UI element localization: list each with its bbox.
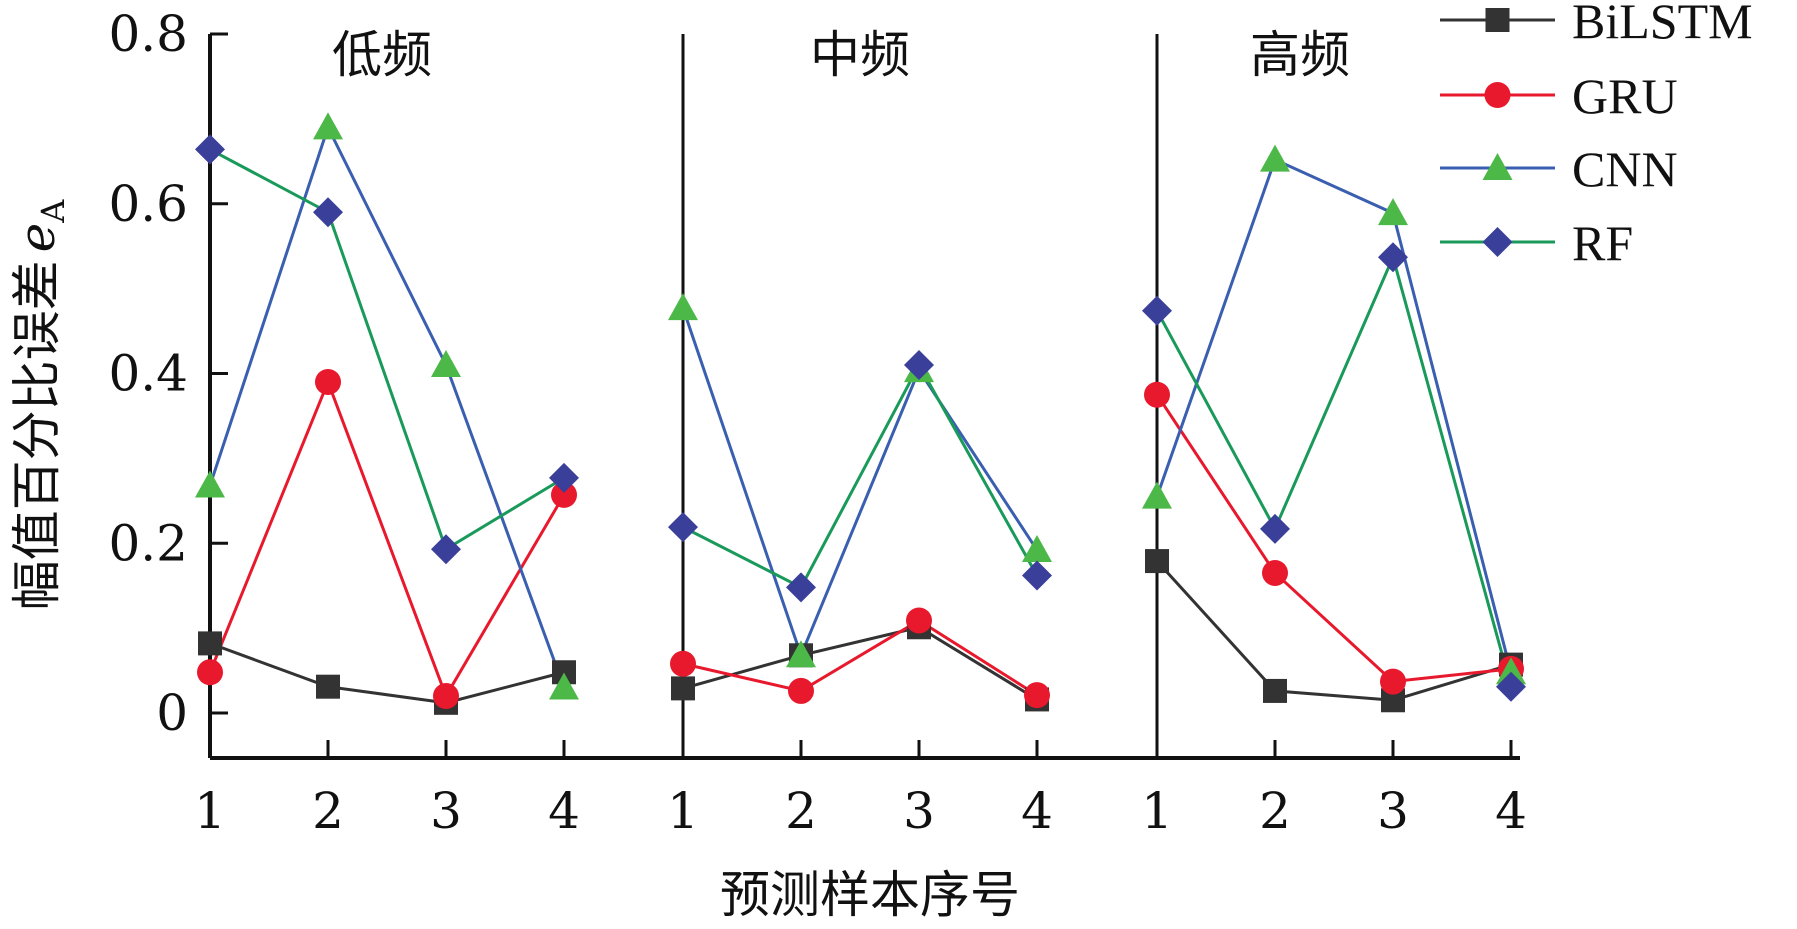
x-tick-label: 3 <box>1377 782 1409 840</box>
series-line-cnn <box>681 307 1039 660</box>
legend-marker-rf <box>1482 227 1513 257</box>
legend-label-bilstm: BiLSTM <box>1572 0 1753 49</box>
data-point-gru <box>551 481 577 508</box>
data-point-cnn <box>668 293 698 321</box>
y-tick-label: 0.8 <box>108 5 188 63</box>
data-point-cnn <box>786 640 816 668</box>
x-tick-label: 3 <box>903 782 935 840</box>
data-point-rf <box>313 197 343 228</box>
x-tick-label: 2 <box>1259 782 1291 840</box>
y-tick-label: 0.4 <box>108 345 188 403</box>
legend-label-rf: RF <box>1572 215 1633 271</box>
series-lines <box>208 123 1513 705</box>
series-line-gru <box>1155 393 1512 684</box>
data-point-gru <box>433 683 459 710</box>
legend-marker-bilstm <box>1485 8 1510 32</box>
data-point-bilstm <box>198 631 222 656</box>
data-point-cnn <box>549 672 579 700</box>
y-axis-title: 幅值百分比误差eA <box>8 199 72 611</box>
data-point-cnn <box>1142 481 1172 509</box>
data-point-cnn <box>313 112 343 140</box>
data-point-rf <box>904 350 934 381</box>
series-line-bilstm <box>1155 560 1512 702</box>
legend-marker-gru <box>1484 82 1511 108</box>
data-point-gru <box>1380 668 1406 695</box>
legend-label-cnn: CNN <box>1572 141 1678 197</box>
data-point-rf <box>431 534 461 565</box>
data-point-gru <box>788 677 814 704</box>
series-line-rf <box>209 148 565 552</box>
data-point-rf <box>1260 513 1290 544</box>
x-tick-label: 2 <box>312 782 344 840</box>
x-tick-label: 1 <box>1141 782 1173 840</box>
data-point-cnn <box>1260 144 1290 172</box>
data-point-gru <box>1262 559 1288 586</box>
data-point-cnn <box>431 350 461 378</box>
data-point-bilstm <box>671 676 695 701</box>
x-tick-label: 3 <box>430 782 462 840</box>
series-line-gru <box>682 618 1038 697</box>
data-point-rf <box>1378 242 1408 273</box>
series-line-cnn <box>208 123 566 689</box>
data-point-gru <box>315 368 341 395</box>
series-line-cnn <box>1155 157 1513 673</box>
data-point-cnn <box>1378 198 1408 226</box>
data-point-cnn <box>1496 657 1526 685</box>
series-line-gru <box>208 377 566 700</box>
series-line-bilstm <box>682 625 1038 701</box>
data-point-rf <box>1142 295 1172 326</box>
x-tick-label: 1 <box>667 782 699 840</box>
data-point-gru <box>906 607 932 634</box>
data-point-rf <box>668 512 698 543</box>
data-point-bilstm <box>316 674 340 699</box>
data-point-rf <box>786 572 816 603</box>
legend-marker-cnn <box>1482 153 1513 180</box>
y-tick-label: 0 <box>156 684 188 742</box>
x-tick-label: 4 <box>1021 782 1053 840</box>
series-line-rf <box>682 361 1039 590</box>
series-line-rf <box>1155 252 1513 688</box>
series-markers <box>195 112 1526 715</box>
data-point-rf <box>1496 671 1526 702</box>
data-point-rf <box>195 134 225 165</box>
x-tick-label: 4 <box>1495 782 1527 840</box>
data-point-gru <box>197 659 223 686</box>
legend: BiLSTM GRU CNN RF <box>1440 0 1753 271</box>
group-label: 中频 <box>810 26 910 84</box>
x-tick-label: 1 <box>194 782 226 840</box>
data-point-gru <box>670 650 696 677</box>
data-point-gru <box>1024 682 1050 709</box>
group-label: 低频 <box>332 26 432 84</box>
y-axis-subscript: A <box>34 199 72 224</box>
data-point-rf <box>1022 560 1052 591</box>
series-line-bilstm <box>209 641 565 705</box>
data-point-gru <box>1144 381 1170 408</box>
y-axis-symbol: e <box>8 223 66 253</box>
data-point-cnn <box>1022 535 1052 563</box>
group-label: 高频 <box>1250 26 1350 84</box>
data-point-bilstm <box>1145 549 1169 574</box>
data-point-cnn <box>195 470 225 498</box>
legend-label-gru: GRU <box>1572 68 1678 124</box>
axes <box>208 32 1520 760</box>
x-tick-label: 2 <box>785 782 817 840</box>
x-axis-title: 预测样本序号 <box>720 866 1020 924</box>
data-point-bilstm <box>1263 678 1287 703</box>
y-tick-label: 0.6 <box>108 175 188 233</box>
data-point-rf <box>549 462 579 493</box>
x-tick-label: 4 <box>548 782 580 840</box>
y-tick-label: 0.2 <box>108 514 188 572</box>
